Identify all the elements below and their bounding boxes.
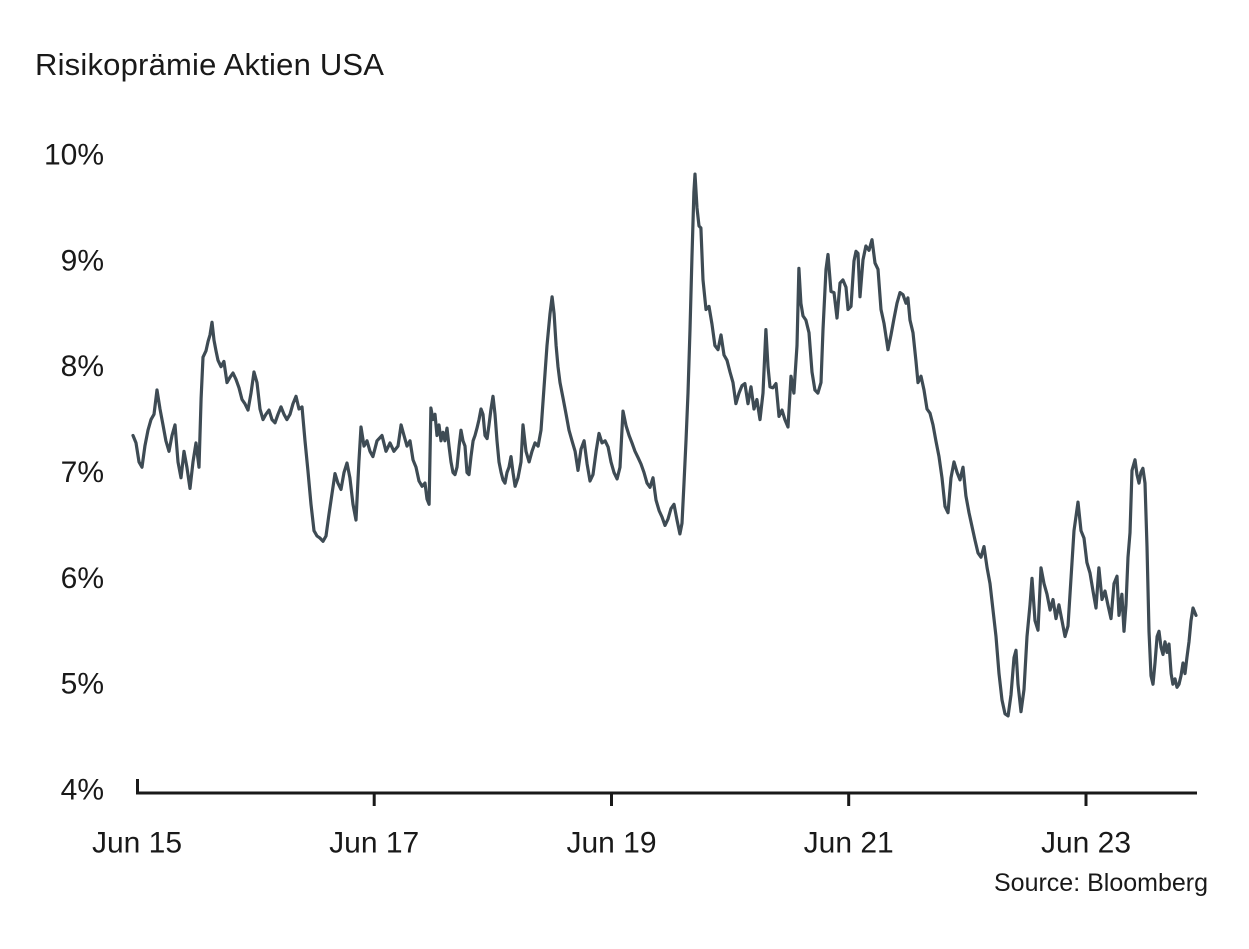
y-tick-label: 4% (61, 774, 104, 807)
y-tick-label: 9% (61, 244, 104, 277)
y-tick-label: 10% (44, 139, 104, 172)
x-tick-label: Jun 15 (92, 827, 182, 860)
x-tick-label: Jun 21 (804, 827, 894, 860)
y-tick-label: 8% (61, 350, 104, 383)
x-axis-line (136, 779, 1197, 806)
erp-line-series (131, 172, 1198, 718)
chart-title: Risikoprämie Aktien USA (35, 47, 385, 82)
source-note: Source: Bloomberg (993, 869, 1208, 897)
x-tick-label: Jun 23 (1041, 827, 1131, 860)
y-tick-label: 6% (61, 562, 104, 595)
y-axis-labels: 10% 9% 8% 7% 6% 5% 4% (44, 139, 104, 807)
x-tick-label: Jun 17 (329, 827, 419, 860)
x-tick-label: Jun 19 (566, 827, 656, 860)
y-tick-label: 5% (61, 668, 104, 701)
y-tick-label: 7% (61, 456, 104, 489)
x-axis: Jun 15 Jun 17 Jun 19 Jun 21 Jun 23 (92, 779, 1197, 860)
